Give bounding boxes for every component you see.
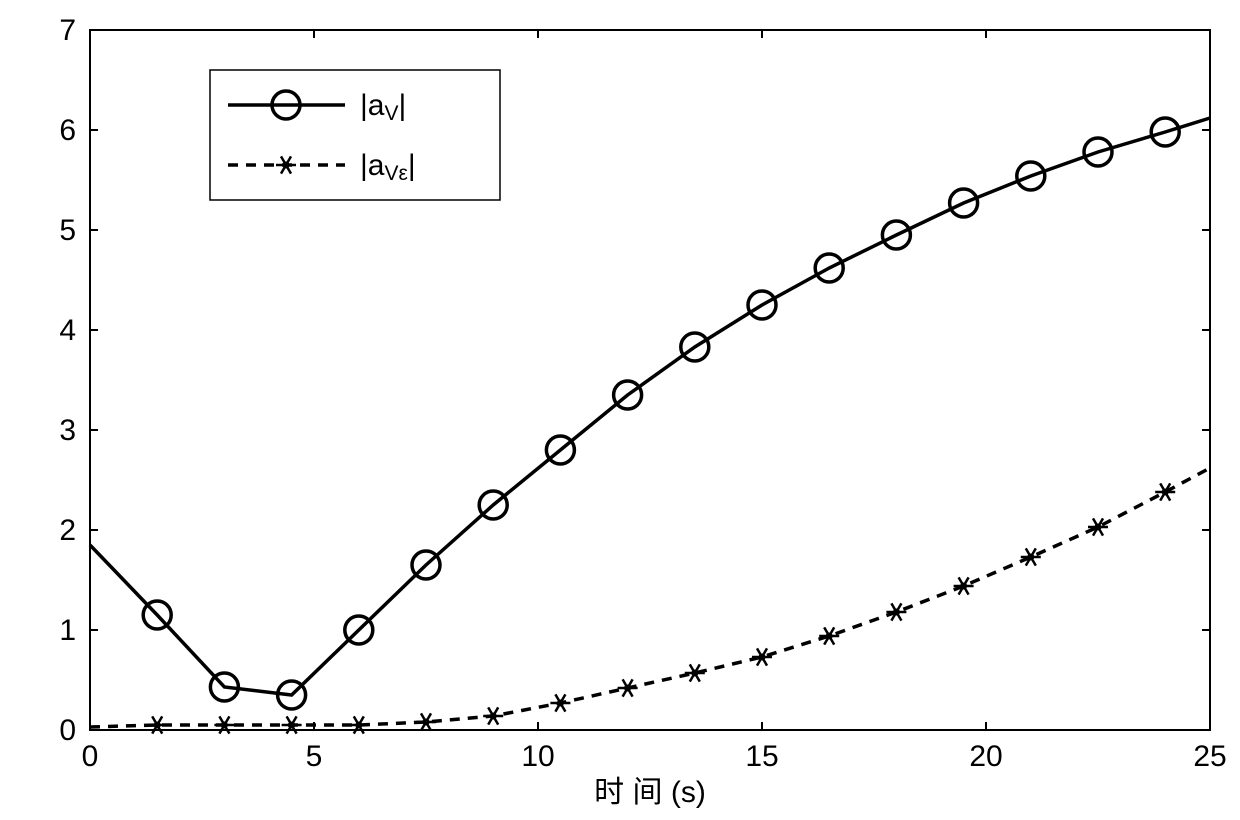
y-tick-label: 7 bbox=[59, 14, 76, 47]
x-tick-label: 10 bbox=[521, 740, 554, 773]
legend-label-0: |aV| bbox=[360, 89, 406, 125]
x-tick-label: 25 bbox=[1193, 740, 1226, 773]
y-tick-label: 4 bbox=[59, 314, 76, 347]
y-tick-label: 0 bbox=[59, 714, 76, 747]
y-tick-label: 5 bbox=[59, 214, 76, 247]
y-tick-label: 6 bbox=[59, 114, 76, 147]
chart-container: 051015202501234567时 间 (s)|aV||aVε| bbox=[0, 0, 1240, 820]
x-tick-label: 20 bbox=[969, 740, 1002, 773]
x-tick-label: 5 bbox=[306, 740, 323, 773]
x-axis-label: 时 间 (s) bbox=[594, 776, 706, 809]
legend-box bbox=[210, 70, 500, 200]
x-tick-label: 15 bbox=[745, 740, 778, 773]
y-tick-label: 3 bbox=[59, 414, 76, 447]
x-tick-label: 0 bbox=[82, 740, 99, 773]
y-tick-label: 2 bbox=[59, 514, 76, 547]
y-tick-label: 1 bbox=[59, 614, 76, 647]
line-chart: 051015202501234567时 间 (s)|aV||aVε| bbox=[0, 0, 1240, 820]
